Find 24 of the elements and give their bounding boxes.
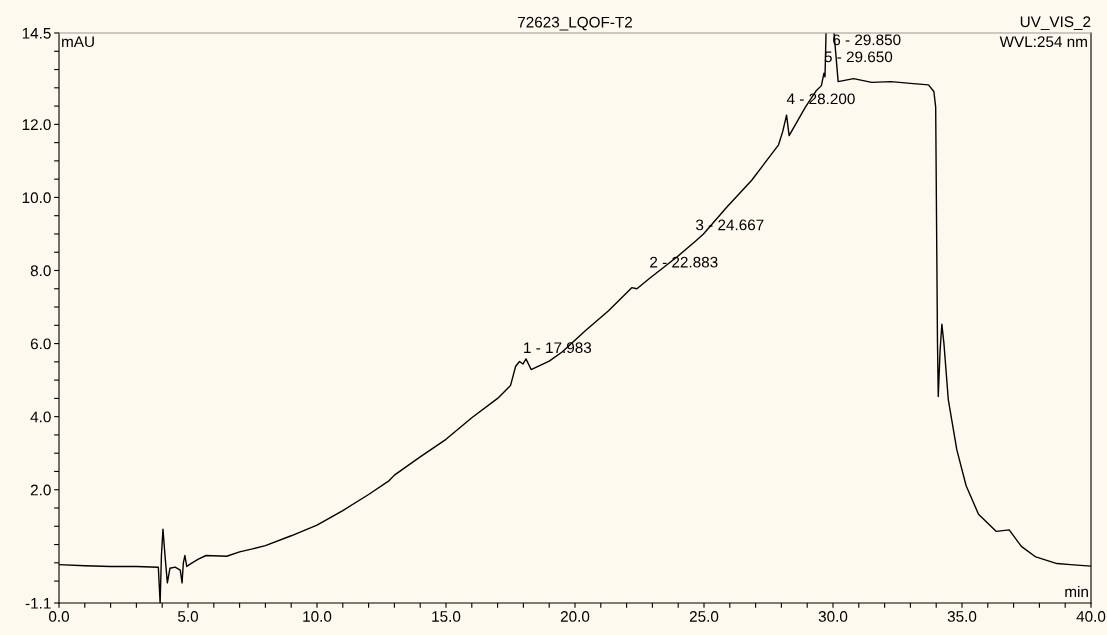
text: UV_VIS_2	[1020, 16, 1091, 31]
y-tick-label: 6.0	[30, 338, 51, 350]
y-tick-label: 8.0	[30, 265, 51, 277]
y-tick-label: 4.0	[30, 411, 51, 423]
x-tick-label: 35.0	[947, 611, 977, 622]
y-axis-title: mAU	[62, 36, 94, 48]
y-tick-label: 2.0	[30, 484, 51, 496]
x-tick-label: 5.0	[177, 611, 199, 622]
annotation: 2 - 22.883	[650, 256, 718, 268]
x-tick-label: 20.0	[560, 611, 590, 622]
x-tick-label: 25.0	[689, 611, 719, 622]
x-tick-label: 40.0	[1076, 611, 1106, 622]
x-tick-label: 15.0	[432, 611, 461, 622]
annotation: 3 - 24.667	[695, 219, 764, 231]
y-tick-label: 12.0	[22, 119, 51, 131]
chart-title: 72623_LQOF-T2	[518, 16, 632, 31]
x-tick-label: 0.0	[48, 611, 70, 622]
y-tick-label: 14.5	[22, 28, 51, 39]
x-tick-label: 10.0	[303, 611, 332, 622]
y-tick-label: 10.0	[22, 192, 51, 204]
annotation: WVL:254 nm	[999, 36, 1087, 48]
y-tick-label: -1.1	[25, 598, 51, 609]
x-axis-title: min	[1065, 585, 1088, 597]
x-tick-label: 30.0	[818, 611, 848, 622]
